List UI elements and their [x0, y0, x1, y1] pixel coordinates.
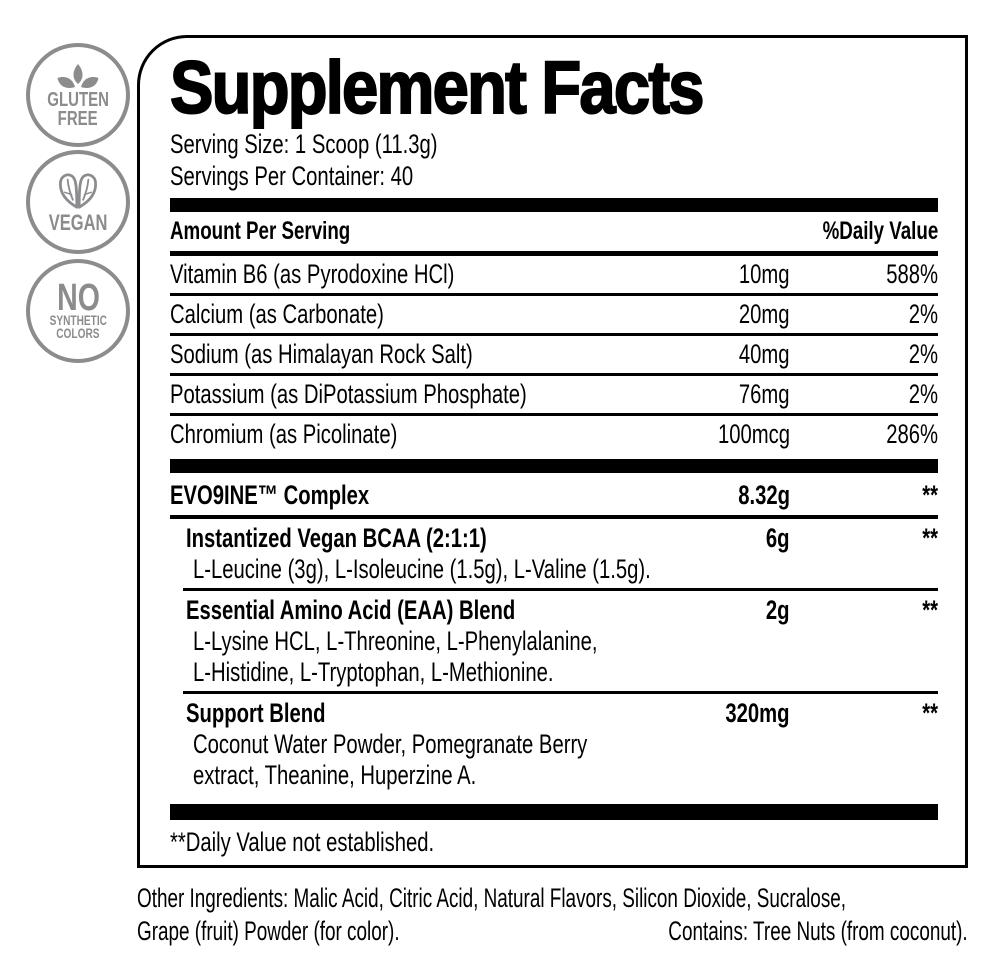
badge-gluten-free-label-line1: GLUTEN: [47, 89, 109, 111]
blend-dv: **: [922, 523, 938, 553]
blend-ingredients: L-Lysine HCL, L-Threonine, L-Phenylalani…: [193, 626, 598, 656]
table-row-sodium: Sodium (as Himalayan Rock Salt) 40mg 2%: [170, 336, 938, 376]
nutrient-name: Potassium (as DiPotassium Phosphate): [170, 379, 527, 409]
nutrient-dv: 588%: [886, 259, 938, 289]
section-bar-complex: [170, 459, 938, 473]
section-bar-bottom: [170, 804, 938, 820]
nutrient-name: Chromium (as Picolinate): [170, 419, 398, 449]
table-row-calcium: Calcium (as Carbonate) 20mg 2%: [170, 296, 938, 336]
sprout-leaves-icon: [57, 64, 99, 88]
badge-gluten-free-label-line2: FREE: [57, 108, 99, 130]
supplement-facts-panel: Supplement Facts Serving Size: 1 Scoop (…: [137, 35, 968, 868]
blend-name: Essential Amino Acid (EAA) Blend: [186, 595, 516, 625]
page-title: Supplement Facts: [169, 46, 705, 129]
nutrient-amount: 20mg: [739, 299, 790, 329]
nutrient-dv: 2%: [908, 379, 938, 409]
table-row-chromium: Chromium (as Picolinate) 100mcg 286%: [170, 416, 938, 453]
nutrient-dv: 2%: [908, 339, 938, 369]
blend-group-bcaa: Instantized Vegan BCAA (2:1:1) 6g ** L-L…: [170, 519, 938, 588]
blend-dv: **: [922, 595, 938, 625]
nutrient-amount: 40mg: [739, 339, 790, 369]
blend-name: Support Blend: [186, 698, 326, 728]
table-row-bcaa: Instantized Vegan BCAA (2:1:1) 6g **: [170, 523, 938, 554]
serving-size-text: Serving Size: 1 Scoop (11.3g): [170, 129, 438, 159]
blend-divider: [183, 691, 938, 694]
table-row-evo9ine-complex: EVO9INE™ Complex 8.32g **: [170, 475, 938, 519]
blend-ingredients: L-Histidine, L-Tryptophan, L-Methionine.: [193, 657, 554, 687]
nutrient-name: Calcium (as Carbonate): [170, 299, 384, 329]
other-ingredients-line1: Other Ingredients: Malic Acid, Citric Ac…: [137, 883, 847, 913]
other-ingredients-section: Other Ingredients: Malic Acid, Citric Ac…: [137, 882, 968, 948]
badge-vegan: VEGAN: [26, 150, 130, 254]
section-bar-top: [170, 198, 938, 212]
blend-group-eaa: Essential Amino Acid (EAA) Blend 2g ** L…: [170, 591, 938, 691]
daily-value-header: %Daily Value: [822, 217, 938, 245]
badge-synthetic-label: SYNTHETIC: [49, 313, 107, 328]
nutrient-name: Vitamin B6 (as Pyrodoxine HCl): [170, 259, 455, 289]
blend-amount: 6g: [766, 523, 790, 553]
allergen-contains-note: Contains: Tree Nuts (from coconut).: [668, 916, 968, 946]
complex-amount: 8.32g: [738, 480, 790, 510]
complex-name: EVO9INE™ Complex: [170, 480, 370, 510]
amount-per-serving-header: Amount Per Serving: [170, 217, 351, 245]
blend-ingredients: extract, Theanine, Huperzine A.: [193, 760, 477, 790]
nutrient-table: Vitamin B6 (as Pyrodoxine HCl) 10mg 588%…: [170, 256, 938, 453]
table-row-eaa: Essential Amino Acid (EAA) Blend 2g **: [170, 595, 938, 626]
table-header-row: Amount Per Serving %Daily Value: [170, 212, 938, 256]
blend-ingredients: Coconut Water Powder, Pomegranate Berry: [193, 729, 588, 759]
blend-amount: 2g: [766, 595, 790, 625]
blend-ingredients: L-Leucine (3g), L-Isoleucine (1.5g), L-V…: [193, 554, 651, 584]
badge-colors-label: COLORS: [56, 326, 100, 341]
other-ingredients-line2: Grape (fruit) Powder (for color). Contai…: [137, 915, 968, 948]
blend-name: Instantized Vegan BCAA (2:1:1): [186, 523, 487, 553]
badge-no-synthetic-colors: NO SYNTHETIC COLORS: [26, 259, 130, 363]
blend-dv: **: [922, 698, 938, 728]
table-row-potassium: Potassium (as DiPotassium Phosphate) 76m…: [170, 376, 938, 416]
leaf-heart-icon: [59, 173, 97, 209]
table-row-vitamin-b6: Vitamin B6 (as Pyrodoxine HCl) 10mg 588%: [170, 256, 938, 296]
nutrient-dv: 286%: [886, 419, 938, 449]
other-ingredients-continued: Grape (fruit) Powder (for color).: [137, 916, 400, 946]
badge-gluten-free: GLUTEN FREE: [26, 43, 130, 147]
nutrient-amount: 10mg: [739, 259, 790, 289]
nutrient-amount: 100mcg: [717, 419, 790, 449]
nutrient-name: Sodium (as Himalayan Rock Salt): [170, 339, 473, 369]
daily-value-footnote: **Daily Value not established.: [170, 827, 435, 857]
complex-dv: **: [922, 480, 938, 510]
blend-divider: [183, 588, 938, 591]
blend-amount: 320mg: [725, 698, 790, 728]
table-row-support-blend: Support Blend 320mg **: [170, 698, 938, 729]
badge-no-label: NO: [56, 277, 100, 319]
blend-group-support: Support Blend 320mg ** Coconut Water Pow…: [170, 694, 938, 794]
nutrient-amount: 76mg: [739, 379, 790, 409]
servings-per-container-text: Servings Per Container: 40: [170, 161, 414, 191]
badge-vegan-label: VEGAN: [48, 210, 108, 235]
nutrient-dv: 2%: [908, 299, 938, 329]
